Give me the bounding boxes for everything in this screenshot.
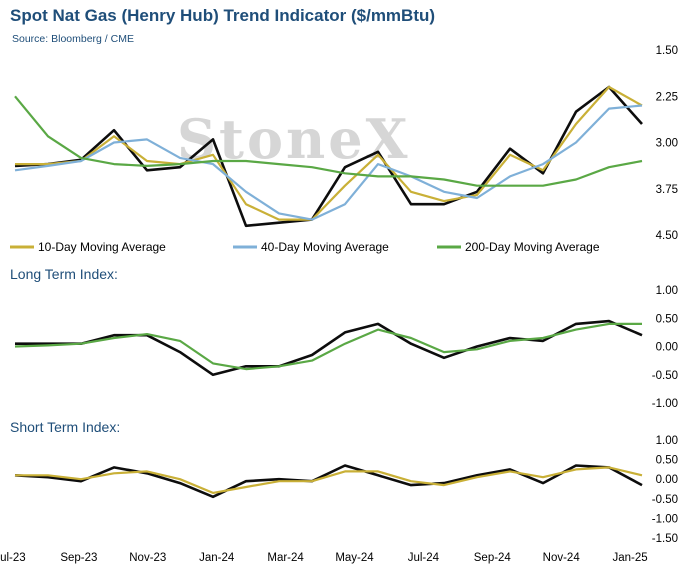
x-axis-label: Sep-23: [60, 552, 97, 564]
price-y-tick-label: 3.75: [656, 184, 678, 196]
x-axis-label: Jan-25: [613, 552, 648, 564]
long-y-tick-label: -0.50: [652, 370, 678, 382]
price-ma40-line: [14, 104, 643, 221]
long-index-long-line: [15, 319, 643, 377]
price-y-tick-label: 2.25: [656, 91, 678, 103]
price-y-tick-label: 1.50: [656, 45, 678, 57]
short-index-short-ma-line: [15, 466, 643, 494]
chart-source: Source: Bloomberg / CME: [12, 33, 134, 45]
legend-label-ma200: 200-Day Moving Average: [465, 240, 600, 254]
price-price-line: [14, 85, 643, 228]
x-axis-label: Sep-24: [474, 552, 512, 564]
short-y-tick-label: -1.50: [652, 533, 678, 545]
x-axis-label: Mar-24: [267, 552, 304, 564]
price-ma10-line: [15, 85, 643, 221]
long-y-tick-label: 1.00: [656, 285, 678, 297]
short-y-tick-label: 1.00: [656, 435, 678, 447]
long-y-tick-label: -1.00: [652, 398, 678, 410]
x-axis-label: Jul-23: [0, 552, 26, 564]
x-axis-label: Jan-24: [199, 552, 235, 564]
short-y-tick-label: 0.00: [656, 474, 678, 486]
short-term-index-label: Short Term Index:: [10, 419, 121, 435]
long-y-tick-label: 0.00: [656, 342, 678, 354]
price-ma200-line: [14, 95, 643, 187]
long-y-tick-label: 0.50: [656, 313, 678, 325]
short-y-tick-label: -1.00: [652, 513, 678, 525]
short-y-tick-label: -0.50: [652, 494, 678, 506]
short-y-tick-label: 0.50: [656, 455, 678, 467]
short-index-short-line: [14, 464, 643, 499]
x-axis-label: May-24: [335, 552, 374, 564]
x-axis-label: Jul-24: [408, 552, 440, 564]
legend-label-ma10: 10-Day Moving Average: [38, 240, 166, 254]
legend-label-ma40: 40-Day Moving Average: [261, 240, 389, 254]
x-axis-label: Nov-24: [543, 552, 581, 564]
long-index-long-ma-line: [14, 322, 642, 371]
chart-title: Spot Nat Gas (Henry Hub) Trend Indicator…: [10, 6, 436, 25]
price-y-tick-label: 4.50: [656, 230, 678, 242]
x-axis-label: Nov-23: [129, 552, 166, 564]
price-y-tick-label: 3.00: [656, 138, 678, 150]
long-term-index-label: Long Term Index:: [10, 266, 118, 282]
